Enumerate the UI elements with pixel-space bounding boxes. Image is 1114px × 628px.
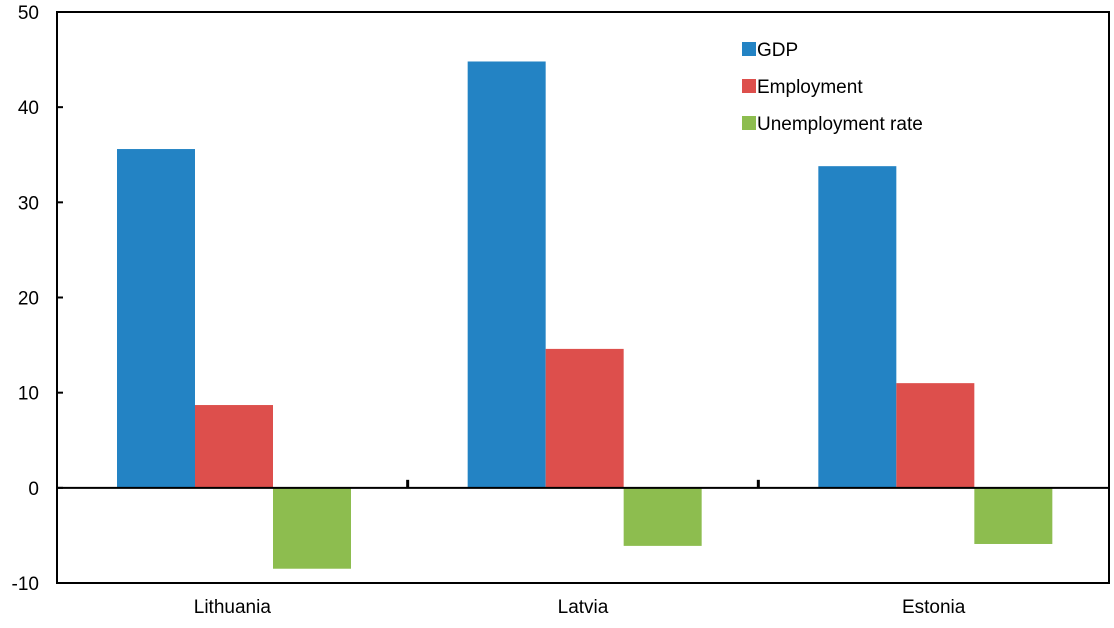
y-tick-label: 0 xyxy=(28,479,39,500)
y-tick-label: 10 xyxy=(18,384,39,405)
bar-gdp-estonia xyxy=(818,166,897,488)
x-category-label: Estonia xyxy=(902,597,966,618)
x-category-label: Latvia xyxy=(558,597,609,618)
x-axis-category-labels: Lithuania Latvia Estonia xyxy=(194,597,966,618)
bars xyxy=(117,61,1053,569)
legend-swatch xyxy=(742,79,756,93)
bar-unemployment-rate-estonia xyxy=(974,487,1053,544)
bar-employment-estonia xyxy=(896,383,975,488)
y-tick-label: 50 xyxy=(18,3,39,24)
y-tick-label: 40 xyxy=(18,98,39,119)
bar-gdp-latvia xyxy=(467,61,546,488)
legend-label: Unemployment rate xyxy=(757,114,923,135)
category-ticks xyxy=(406,479,760,488)
bar-gdp-lithuania xyxy=(117,149,195,488)
plot-frame xyxy=(56,11,1110,584)
x-category-label: Lithuania xyxy=(194,597,272,618)
bar-employment-latvia xyxy=(545,348,624,488)
legend-swatch xyxy=(742,116,756,130)
y-tick-label: -10 xyxy=(12,574,39,595)
plot-area xyxy=(56,11,1110,584)
legend-swatch xyxy=(742,42,756,56)
bar-employment-lithuania xyxy=(195,405,273,488)
y-axis-ticks xyxy=(57,11,63,584)
y-tick-label: 20 xyxy=(18,289,39,310)
bar-unemployment-rate-lithuania xyxy=(273,487,351,569)
y-axis-tick-labels: 50 40 30 20 10 0 -10 xyxy=(12,3,39,595)
legend: GDP Employment Unemployment rate xyxy=(742,40,923,135)
legend-label: Employment xyxy=(757,77,863,98)
y-tick-label: 30 xyxy=(18,193,39,214)
bar-unemployment-rate-latvia xyxy=(623,487,702,546)
legend-label: GDP xyxy=(757,40,798,61)
